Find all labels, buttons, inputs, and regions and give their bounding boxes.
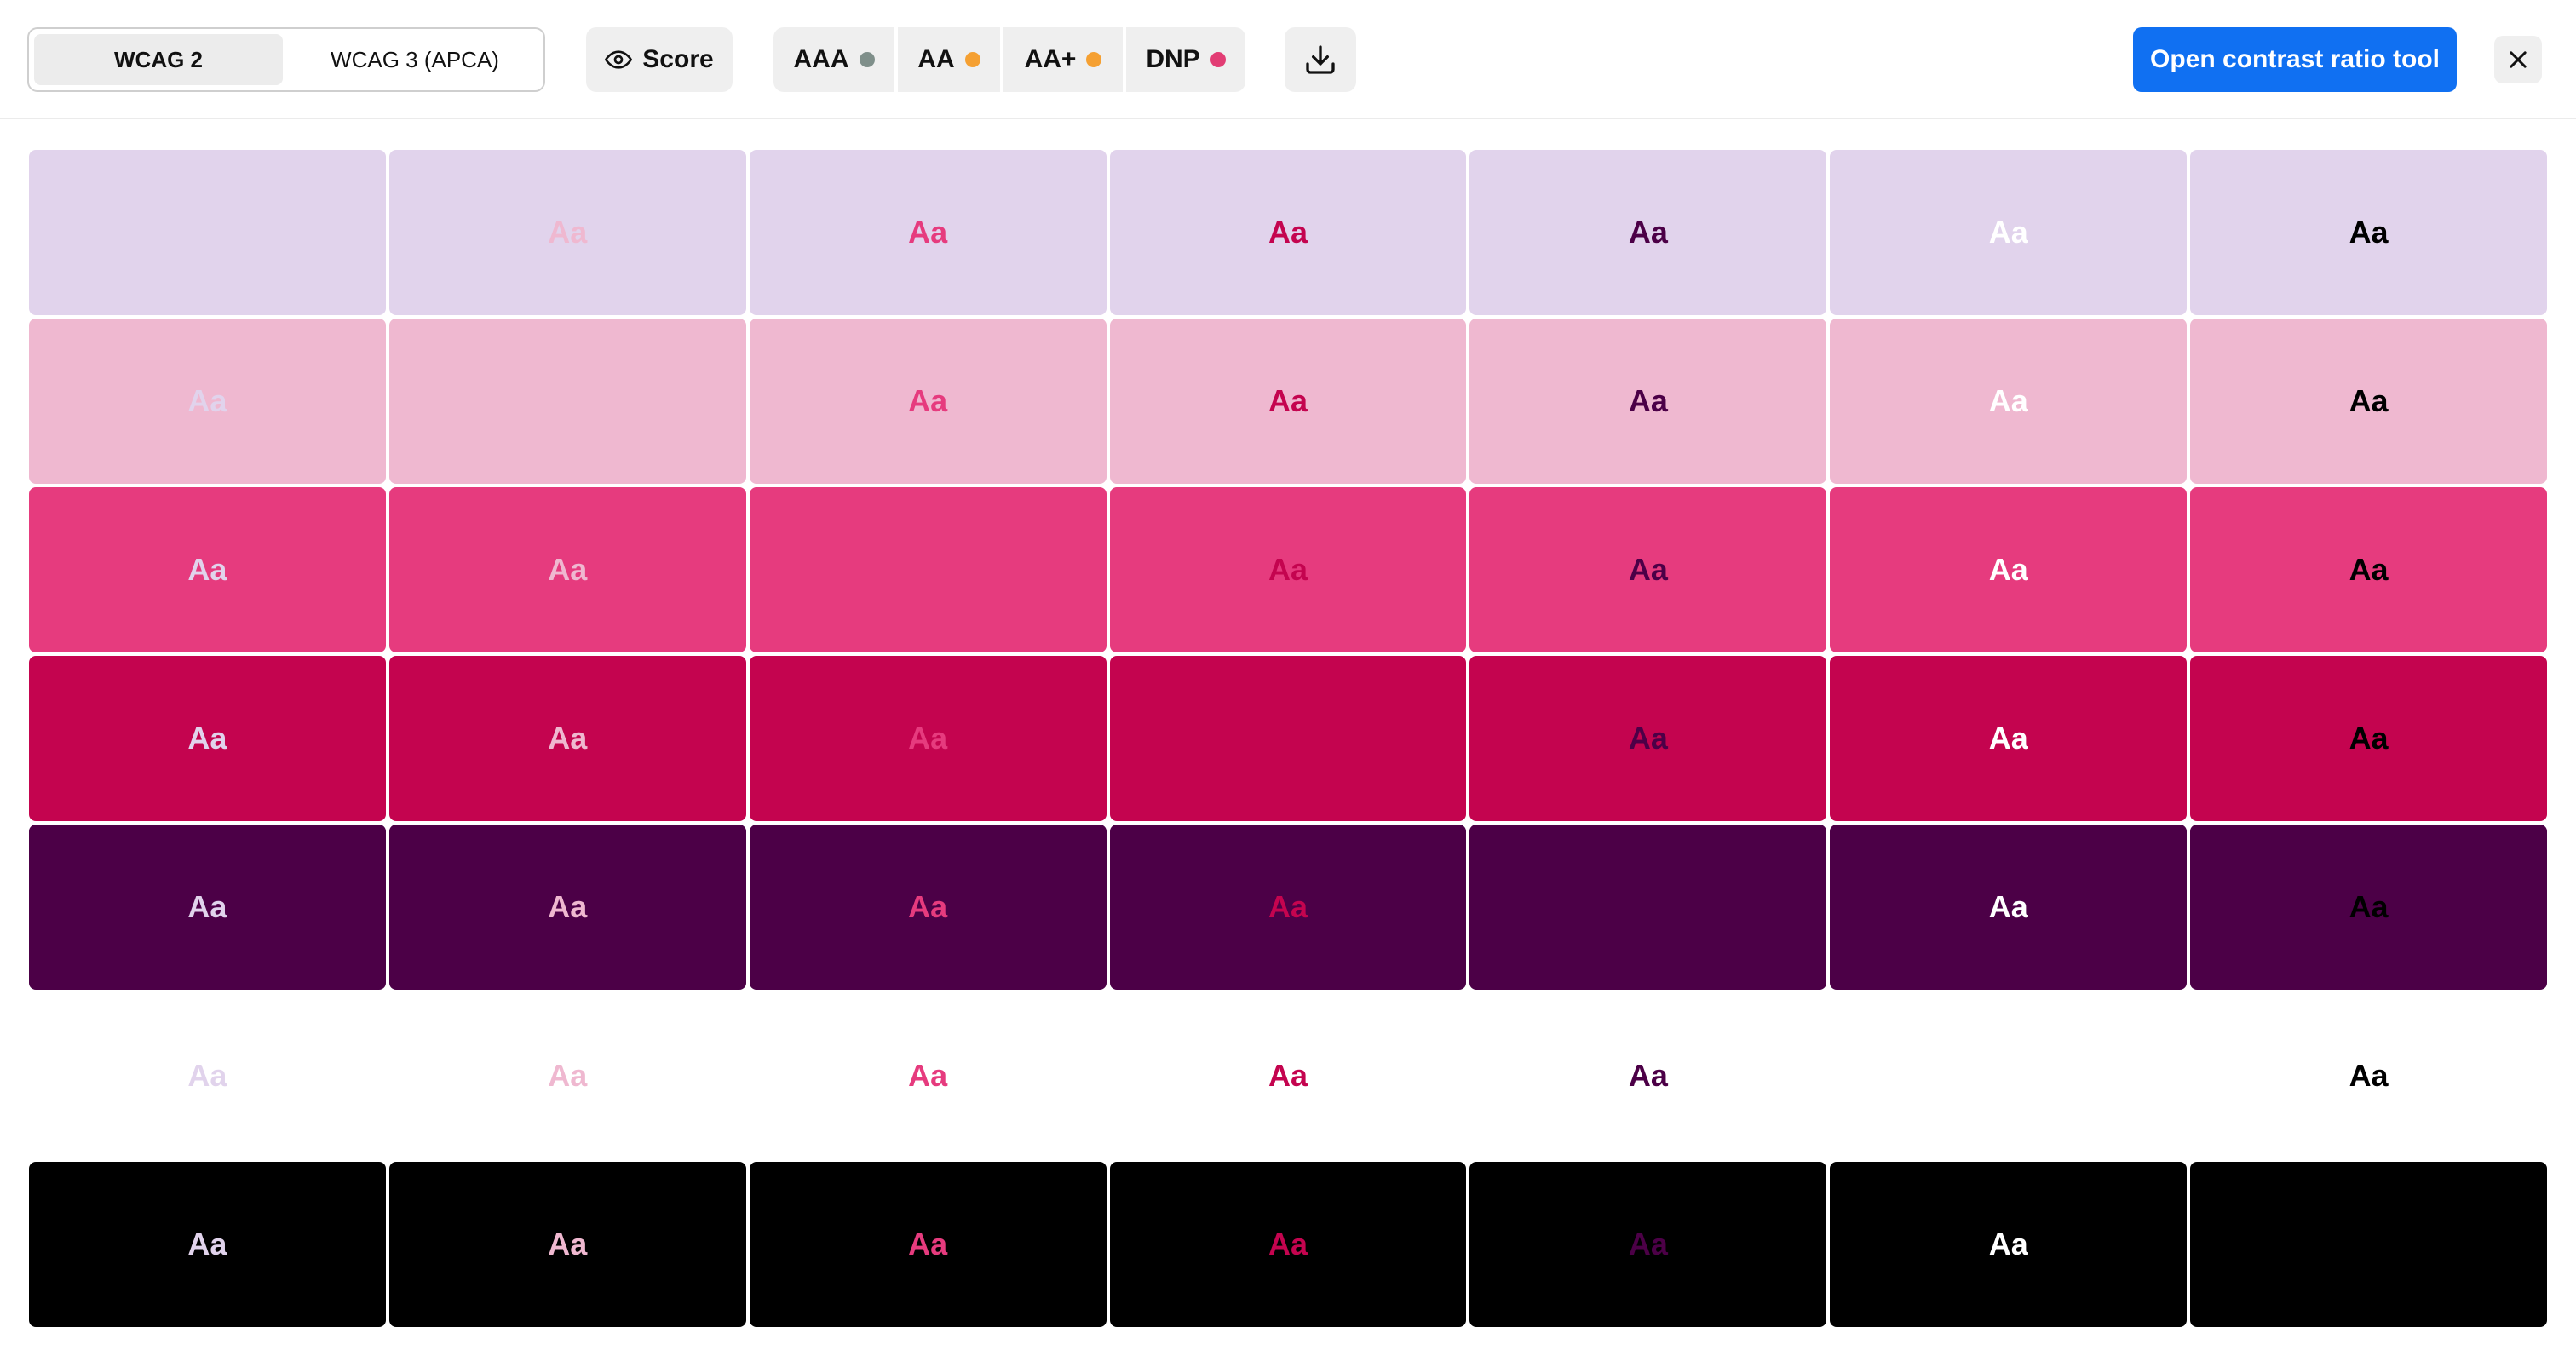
open-contrast-tool-button[interactable]: Open contrast ratio tool — [2133, 27, 2457, 92]
toolbar: WCAG 2 WCAG 3 (APCA) Score AAA AA AA+ DN… — [0, 0, 2576, 119]
badge-aa-dot — [964, 52, 980, 67]
swatch-white-on-crimson[interactable]: Aa — [1109, 993, 1467, 1158]
swatch-black-on-pink[interactable]: Aa — [749, 1162, 1107, 1327]
tab-wcag2[interactable]: WCAG 2 — [34, 34, 283, 85]
download-button[interactable] — [1285, 27, 1356, 92]
eye-icon — [605, 50, 633, 69]
badge-dnp-dot — [1210, 52, 1226, 67]
score-label: Score — [642, 45, 714, 73]
badge-aa[interactable]: AA — [898, 27, 1000, 92]
swatch-light-pink-on-crimson[interactable]: Aa — [1109, 319, 1467, 484]
grid-row-plum: Aa Aa Aa Aa Aa Aa — [29, 825, 2548, 990]
swatch-plum-on-white[interactable]: Aa — [1830, 825, 2188, 990]
swatch-plum-on-light-pink[interactable]: Aa — [388, 825, 746, 990]
swatch-white-on-light-pink[interactable]: Aa — [388, 993, 746, 1158]
swatch-pink-on-lavender[interactable]: Aa — [29, 487, 386, 652]
swatch-pink-on-white[interactable]: Aa — [1830, 487, 2188, 652]
badge-aa-plus-label: AA+ — [1024, 45, 1077, 73]
swatch-black-on-white[interactable]: Aa — [1830, 1162, 2188, 1327]
swatch-pink-on-pink[interactable] — [749, 487, 1107, 652]
swatch-pink-on-black[interactable]: Aa — [2190, 487, 2548, 652]
swatch-light-pink-on-lavender[interactable]: Aa — [29, 319, 386, 484]
swatch-light-pink-on-light-pink[interactable] — [388, 319, 746, 484]
swatch-lavender-on-lavender[interactable] — [29, 150, 386, 315]
swatch-pink-on-light-pink[interactable]: Aa — [388, 487, 746, 652]
swatch-white-on-pink[interactable]: Aa — [749, 993, 1107, 1158]
badge-aaa-label: AAA — [793, 45, 849, 73]
swatch-crimson-on-crimson[interactable] — [1109, 656, 1467, 821]
badge-aa-plus-dot — [1086, 52, 1102, 67]
swatch-pink-on-crimson[interactable]: Aa — [1109, 487, 1467, 652]
standard-toggle: WCAG 2 WCAG 3 (APCA) — [27, 27, 545, 92]
swatch-crimson-on-black[interactable]: Aa — [2190, 656, 2548, 821]
swatch-lavender-on-plum[interactable]: Aa — [1469, 150, 1827, 315]
swatch-plum-on-plum[interactable] — [1469, 825, 1827, 990]
contrast-grid: Aa Aa Aa Aa Aa Aa Aa Aa Aa Aa Aa Aa Aa Aa Aa Aa Aa Aa Aa Aa… — [29, 150, 2548, 1330]
badge-dnp-label: DNP — [1146, 45, 1200, 73]
grid-row-black: Aa Aa Aa Aa Aa Aa — [29, 1162, 2548, 1327]
swatch-light-pink-on-pink[interactable]: Aa — [749, 319, 1107, 484]
swatch-crimson-on-light-pink[interactable]: Aa — [388, 656, 746, 821]
swatch-black-on-plum[interactable]: Aa — [1469, 1162, 1827, 1327]
badge-aaa-dot — [859, 52, 875, 67]
swatch-white-on-white[interactable] — [1830, 993, 2188, 1158]
swatch-crimson-on-lavender[interactable]: Aa — [29, 656, 386, 821]
swatch-lavender-on-pink[interactable]: Aa — [749, 150, 1107, 315]
swatch-plum-on-crimson[interactable]: Aa — [1109, 825, 1467, 990]
swatch-plum-on-pink[interactable]: Aa — [749, 825, 1107, 990]
swatch-plum-on-lavender[interactable]: Aa — [29, 825, 386, 990]
badge-aa-label: AA — [917, 45, 955, 73]
grid-row-white: Aa Aa Aa Aa Aa Aa — [29, 993, 2548, 1158]
swatch-white-on-plum[interactable]: Aa — [1469, 993, 1827, 1158]
grid-row-crimson: Aa Aa Aa Aa Aa Aa — [29, 656, 2548, 821]
grid-row-pink: Aa Aa Aa Aa Aa Aa — [29, 487, 2548, 652]
badge-dnp[interactable]: DNP — [1126, 27, 1245, 92]
swatch-pink-on-plum[interactable]: Aa — [1469, 487, 1827, 652]
score-filter-group: AAA AA AA+ DNP — [773, 27, 1245, 92]
swatch-crimson-on-pink[interactable]: Aa — [749, 656, 1107, 821]
close-icon — [2510, 51, 2527, 68]
swatch-lavender-on-white[interactable]: Aa — [1830, 150, 2188, 315]
grid-row-light-pink: Aa Aa Aa Aa Aa Aa — [29, 319, 2548, 484]
score-button[interactable]: Score — [586, 27, 733, 92]
swatch-white-on-black[interactable]: Aa — [2190, 993, 2548, 1158]
swatch-crimson-on-plum[interactable]: Aa — [1469, 656, 1827, 821]
close-button[interactable] — [2494, 36, 2542, 83]
swatch-lavender-on-black[interactable]: Aa — [2190, 150, 2548, 315]
swatch-black-on-black[interactable] — [2190, 1162, 2548, 1327]
swatch-lavender-on-light-pink[interactable]: Aa — [388, 150, 746, 315]
swatch-black-on-crimson[interactable]: Aa — [1109, 1162, 1467, 1327]
badge-aaa[interactable]: AAA — [773, 27, 894, 92]
swatch-light-pink-on-black[interactable]: Aa — [2190, 319, 2548, 484]
grid-row-lavender: Aa Aa Aa Aa Aa Aa — [29, 150, 2548, 315]
swatch-crimson-on-white[interactable]: Aa — [1830, 656, 2188, 821]
download-icon — [1306, 45, 1335, 74]
swatch-black-on-light-pink[interactable]: Aa — [388, 1162, 746, 1327]
swatch-black-on-lavender[interactable]: Aa — [29, 1162, 386, 1327]
badge-aa-plus[interactable]: AA+ — [1003, 27, 1123, 92]
tab-wcag3-apca[interactable]: WCAG 3 (APCA) — [331, 46, 499, 72]
swatch-plum-on-black[interactable]: Aa — [2190, 825, 2548, 990]
swatch-light-pink-on-white[interactable]: Aa — [1830, 319, 2188, 484]
swatch-lavender-on-crimson[interactable]: Aa — [1109, 150, 1467, 315]
swatch-white-on-lavender[interactable]: Aa — [29, 993, 386, 1158]
swatch-light-pink-on-plum[interactable]: Aa — [1469, 319, 1827, 484]
